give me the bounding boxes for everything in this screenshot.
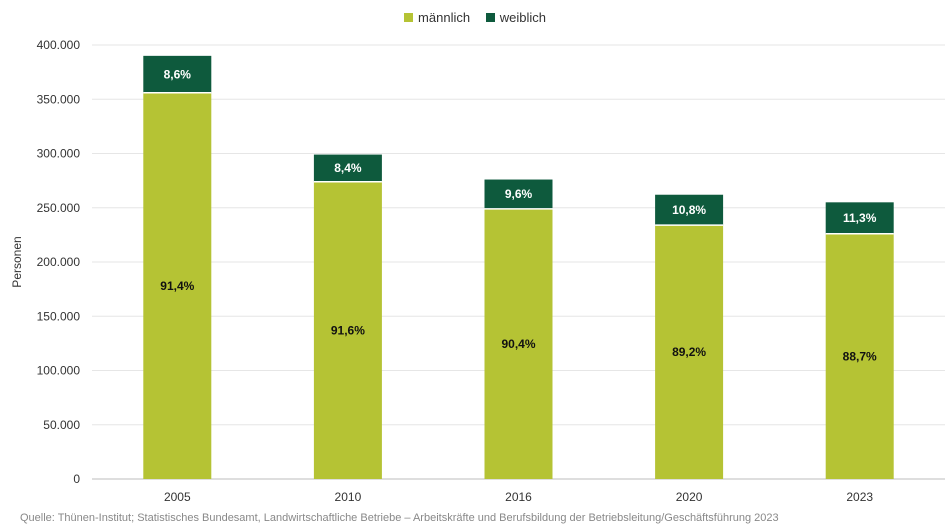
bar-weiblich <box>484 179 553 209</box>
bar-weiblich <box>825 202 894 234</box>
bar-maennlich <box>655 225 724 479</box>
bar-maennlich <box>484 208 553 479</box>
data-label-maennlich: 89,2% <box>672 345 706 359</box>
legend-label-weiblich: weiblich <box>499 10 546 25</box>
data-label-weiblich: 10,8% <box>672 203 706 217</box>
y-tick-label: 150.000 <box>37 309 81 323</box>
x-tick-label: 2016 <box>505 490 532 504</box>
x-tick-label: 2010 <box>335 490 362 504</box>
legend-item-maennlich: männlich <box>404 10 470 25</box>
chart-legend: männlich weiblich <box>0 10 950 25</box>
bar-maennlich <box>313 181 382 479</box>
data-label-weiblich: 9,6% <box>505 187 533 201</box>
legend-label-maennlich: männlich <box>418 10 471 25</box>
legend-swatch-maennlich <box>404 13 414 22</box>
y-tick-label: 50.000 <box>43 418 80 432</box>
bar-maennlich <box>143 92 212 480</box>
data-label-maennlich: 90,4% <box>501 337 535 351</box>
y-tick-label: 0 <box>73 472 80 486</box>
y-tick-label: 250.000 <box>37 201 81 215</box>
y-tick-label: 350.000 <box>37 92 81 106</box>
y-tick-label: 400.000 <box>37 38 81 52</box>
x-tick-label: 2020 <box>676 490 703 504</box>
data-label-maennlich: 91,4% <box>160 279 194 293</box>
bar-maennlich <box>825 233 894 479</box>
y-axis-label: Personen <box>10 236 24 287</box>
data-label-maennlich: 91,6% <box>331 323 365 337</box>
legend-swatch-weiblich <box>485 13 495 22</box>
stacked-bar-chart: 0 50.000 100.000 150.000 200.000 250.000 300.0… <box>10 38 945 504</box>
bar-weiblich <box>655 194 724 226</box>
legend-item-weiblich: weiblich <box>485 10 546 25</box>
source-note: Quelle: Thünen-Institut; Statistisches B… <box>20 512 779 524</box>
x-tick-label: 2005 <box>164 490 191 504</box>
bar-weiblich <box>313 154 382 182</box>
data-label-weiblich: 8,4% <box>334 161 362 175</box>
data-label-maennlich: 88,7% <box>843 349 877 363</box>
y-tick-label: 200.000 <box>37 255 81 269</box>
data-label-weiblich: 8,6% <box>164 67 192 81</box>
bar-weiblich <box>143 55 212 93</box>
data-label-weiblich: 11,3% <box>843 211 877 225</box>
y-tick-label: 300.000 <box>37 147 81 161</box>
y-tick-label: 100.000 <box>37 364 81 378</box>
x-tick-label: 2023 <box>846 490 873 504</box>
